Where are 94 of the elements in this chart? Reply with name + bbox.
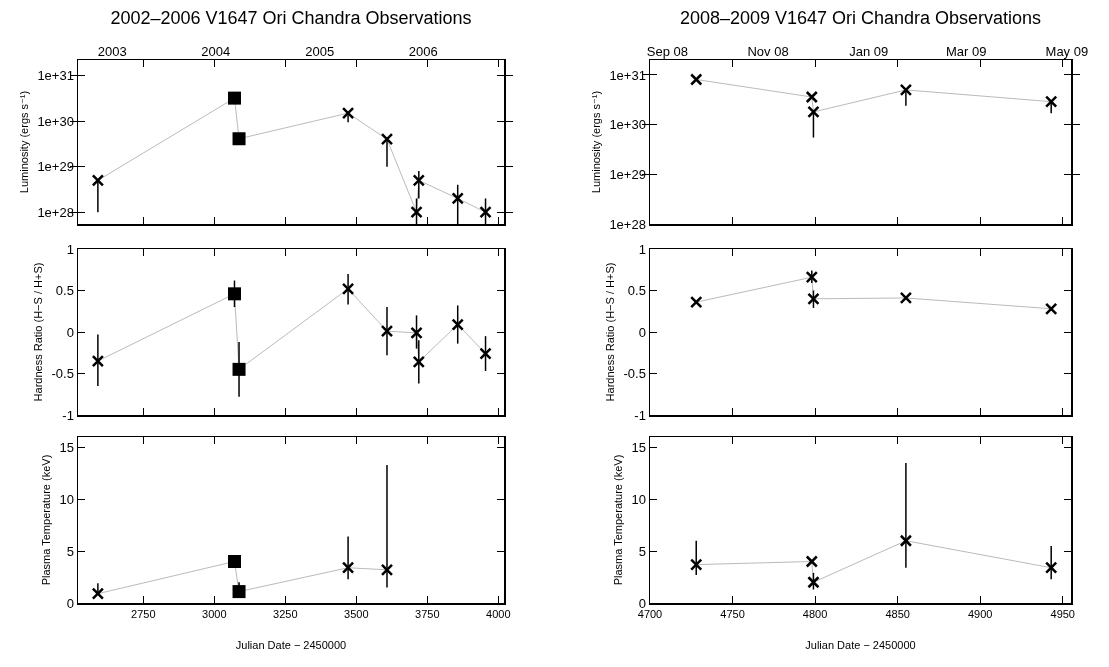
x-tick-label: 3000 <box>202 607 227 620</box>
y-tick-label: 0.5 <box>627 283 646 299</box>
point <box>380 132 394 146</box>
y-tick-label: 5 <box>638 543 646 559</box>
y-tick-label: 0 <box>638 324 646 340</box>
y-tick-label: 1e+28 <box>37 204 74 220</box>
x-tick-label: 4950 <box>1050 607 1075 620</box>
y-axis-title: Hardness Ratio (H−S / H+S) <box>604 262 617 402</box>
y-tick-label: 0 <box>66 595 74 611</box>
point <box>412 174 426 187</box>
point <box>232 585 246 599</box>
x2-tick-label: 2005 <box>305 44 335 60</box>
line-series <box>695 79 1052 113</box>
point <box>380 563 394 577</box>
y-tick-label: 1e+29 <box>37 159 74 175</box>
point <box>227 91 241 105</box>
x-tick-label: 4800 <box>802 607 828 620</box>
chart-title: 2008–2009 V1647 Ori Chandra Observations <box>679 8 1042 29</box>
point <box>805 90 819 104</box>
y-tick-label: 0.5 <box>55 283 74 299</box>
x2-tick-label: Nov 08 <box>747 44 789 60</box>
point <box>805 555 819 568</box>
x2-tick-label: 2004 <box>201 44 231 60</box>
x2-tick-label: May 09 <box>1045 44 1089 60</box>
point <box>807 576 820 589</box>
y-tick-label: 1e+29 <box>609 166 646 182</box>
point <box>1044 95 1058 108</box>
point <box>1044 302 1058 316</box>
x-tick-label: 3250 <box>273 607 298 620</box>
point <box>91 587 105 600</box>
point <box>689 73 703 86</box>
point <box>232 362 246 376</box>
y-tick-label: -1 <box>62 407 74 423</box>
x2-tick-label: Jan 09 <box>849 44 889 60</box>
x2-tick-label: 2003 <box>97 44 127 60</box>
x-tick-label: 3500 <box>344 607 369 620</box>
point <box>689 295 703 309</box>
y-tick-label: 5 <box>66 543 74 559</box>
y-tick-label: -0.5 <box>51 366 74 382</box>
y-axis-title: Plasma Temperature (keV) <box>40 454 53 586</box>
x2-tick-label: Sep 08 <box>646 44 688 60</box>
y-tick-label: 1e+31 <box>37 68 74 84</box>
y-tick-label: 1e+30 <box>37 113 74 129</box>
y-tick-label: 0 <box>66 324 74 340</box>
point <box>227 287 241 301</box>
point <box>1044 561 1058 574</box>
y-axis-title: Hardness Ratio (H−S / H+S) <box>32 262 45 402</box>
x-tick-label: 4000 <box>486 607 511 620</box>
point <box>899 291 913 305</box>
y-axis-title: Luminosity (ergs s⁻¹) <box>18 90 31 194</box>
y-axis-title: Luminosity (ergs s⁻¹) <box>590 90 603 194</box>
x-tick-label: 4750 <box>720 607 745 620</box>
point <box>807 105 820 119</box>
point <box>807 292 820 306</box>
y-tick-label: 10 <box>59 491 74 507</box>
y-tick-label: 1e+28 <box>609 216 646 232</box>
point <box>451 318 464 331</box>
x-axis-title: Julian Date − 2450000 <box>235 638 347 651</box>
point <box>341 106 355 120</box>
point <box>380 324 394 338</box>
y-tick-label: 1 <box>638 241 646 257</box>
point <box>412 355 426 369</box>
point <box>91 354 105 368</box>
point <box>689 558 703 571</box>
x-tick-label: 2750 <box>131 607 156 620</box>
y-tick-label: 1e+31 <box>609 67 646 83</box>
point <box>341 282 355 296</box>
point <box>227 555 241 568</box>
point <box>451 192 464 205</box>
chart-title: 2002–2006 V1647 Ori Chandra Observations <box>110 8 472 29</box>
point <box>899 83 913 97</box>
y-tick-label: 1e+30 <box>609 117 646 133</box>
point <box>91 174 105 187</box>
y-tick-label: 1 <box>66 241 74 257</box>
y-axis-title: Plasma Temperature (keV) <box>612 454 625 586</box>
x2-tick-label: 2006 <box>408 44 438 60</box>
y-tick-label: 10 <box>631 491 646 507</box>
x-tick-label: 3750 <box>415 607 440 620</box>
line-series <box>695 540 1052 583</box>
x2-tick-label: Mar 09 <box>945 44 987 60</box>
point <box>479 205 492 219</box>
y-tick-label: -1 <box>634 407 646 423</box>
y-tick-label: 15 <box>59 439 74 455</box>
y-tick-label: -0.5 <box>623 366 646 382</box>
point <box>479 347 492 360</box>
point <box>805 270 819 284</box>
x-tick-label: 4900 <box>967 607 993 620</box>
point <box>341 561 355 574</box>
point <box>410 205 423 219</box>
point <box>899 534 913 547</box>
point <box>232 132 246 146</box>
x-tick-label: 4850 <box>885 607 910 620</box>
x-axis-title: Julian Date − 2450000 <box>805 638 916 651</box>
y-tick-label: 15 <box>631 439 646 455</box>
